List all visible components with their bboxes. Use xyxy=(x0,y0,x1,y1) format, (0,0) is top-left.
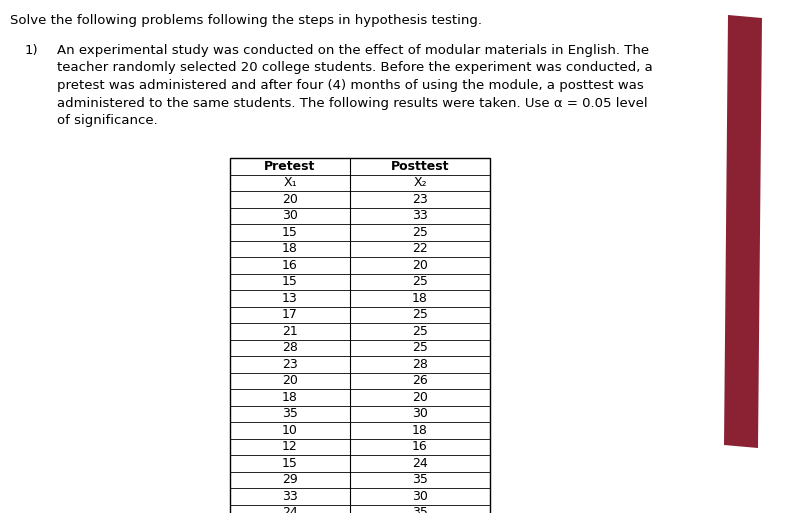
Text: 28: 28 xyxy=(282,341,298,354)
Text: 25: 25 xyxy=(412,226,428,239)
Text: 35: 35 xyxy=(412,506,428,513)
Text: Posttest: Posttest xyxy=(390,160,449,173)
Text: 18: 18 xyxy=(282,391,298,404)
Text: 18: 18 xyxy=(282,242,298,255)
Text: Solve the following problems following the steps in hypothesis testing.: Solve the following problems following t… xyxy=(10,14,482,27)
Text: 18: 18 xyxy=(412,424,428,437)
Text: 25: 25 xyxy=(412,325,428,338)
Text: 13: 13 xyxy=(282,292,298,305)
Text: administered to the same students. The following results were taken. Use α = 0.0: administered to the same students. The f… xyxy=(57,96,648,109)
Text: 23: 23 xyxy=(412,193,428,206)
Text: 35: 35 xyxy=(282,407,298,420)
Text: 30: 30 xyxy=(282,209,298,222)
Text: 1): 1) xyxy=(25,44,39,57)
Text: 16: 16 xyxy=(412,440,428,453)
Text: 23: 23 xyxy=(282,358,298,371)
Text: 15: 15 xyxy=(282,226,298,239)
Text: Pretest: Pretest xyxy=(264,160,316,173)
Text: of significance.: of significance. xyxy=(57,114,158,127)
Text: 33: 33 xyxy=(412,209,428,222)
Text: 33: 33 xyxy=(282,490,298,503)
Text: 24: 24 xyxy=(282,506,298,513)
Text: 25: 25 xyxy=(412,275,428,288)
Text: 15: 15 xyxy=(282,457,298,470)
Text: 30: 30 xyxy=(412,407,428,420)
Text: teacher randomly selected 20 college students. Before the experiment was conduct: teacher randomly selected 20 college stu… xyxy=(57,62,653,74)
Text: 18: 18 xyxy=(412,292,428,305)
Text: 20: 20 xyxy=(412,391,428,404)
Text: 24: 24 xyxy=(412,457,428,470)
Text: 12: 12 xyxy=(282,440,298,453)
Polygon shape xyxy=(724,15,762,448)
Text: 20: 20 xyxy=(412,259,428,272)
Text: 25: 25 xyxy=(412,308,428,321)
Text: 17: 17 xyxy=(282,308,298,321)
Text: 22: 22 xyxy=(412,242,428,255)
Text: 30: 30 xyxy=(412,490,428,503)
Text: 20: 20 xyxy=(282,374,298,387)
Text: 35: 35 xyxy=(412,473,428,486)
Text: X₂: X₂ xyxy=(413,176,427,189)
Text: X₁: X₁ xyxy=(283,176,297,189)
Text: 28: 28 xyxy=(412,358,428,371)
Text: 10: 10 xyxy=(282,424,298,437)
Text: An experimental study was conducted on the effect of modular materials in Englis: An experimental study was conducted on t… xyxy=(57,44,649,57)
Text: pretest was administered and after four (4) months of using the module, a postte: pretest was administered and after four … xyxy=(57,79,644,92)
Bar xyxy=(230,158,490,513)
Text: 16: 16 xyxy=(282,259,298,272)
Text: 20: 20 xyxy=(282,193,298,206)
Text: 26: 26 xyxy=(412,374,428,387)
Text: 25: 25 xyxy=(412,341,428,354)
Text: 29: 29 xyxy=(282,473,298,486)
Text: 15: 15 xyxy=(282,275,298,288)
Text: 21: 21 xyxy=(282,325,298,338)
